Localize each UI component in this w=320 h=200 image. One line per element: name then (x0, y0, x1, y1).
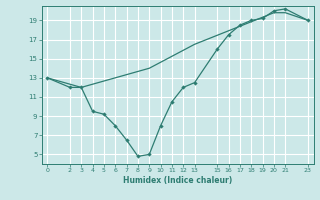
X-axis label: Humidex (Indice chaleur): Humidex (Indice chaleur) (123, 176, 232, 185)
